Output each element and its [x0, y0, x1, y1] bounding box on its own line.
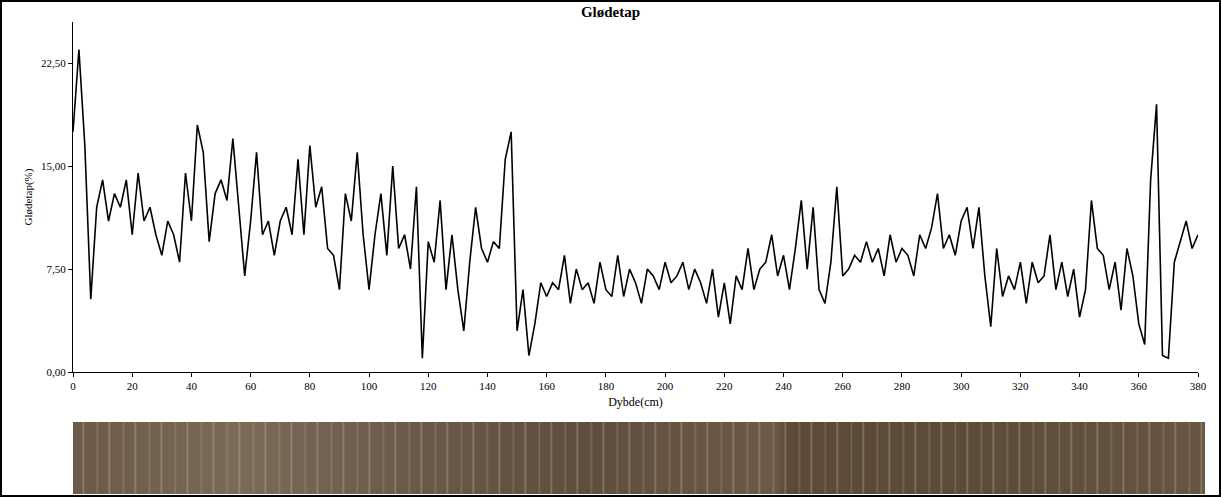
- svg-text:100: 100: [361, 380, 378, 392]
- svg-text:200: 200: [657, 380, 674, 392]
- svg-text:180: 180: [598, 380, 615, 392]
- svg-text:160: 160: [538, 380, 555, 392]
- svg-text:340: 340: [1071, 380, 1088, 392]
- svg-text:140: 140: [479, 380, 496, 392]
- svg-text:0,00: 0,00: [47, 366, 67, 378]
- svg-text:120: 120: [420, 380, 437, 392]
- svg-text:0: 0: [70, 380, 76, 392]
- svg-text:Glødetap(%): Glødetap(%): [22, 168, 35, 225]
- svg-text:20: 20: [127, 380, 139, 392]
- svg-text:22,50: 22,50: [41, 57, 66, 69]
- svg-text:380: 380: [1190, 380, 1207, 392]
- svg-text:220: 220: [716, 380, 733, 392]
- svg-text:280: 280: [894, 380, 911, 392]
- svg-text:300: 300: [953, 380, 970, 392]
- svg-text:320: 320: [1012, 380, 1029, 392]
- svg-text:Dybde(cm): Dybde(cm): [608, 395, 663, 409]
- svg-text:260: 260: [834, 380, 851, 392]
- svg-text:Glødetap: Glødetap: [581, 4, 640, 20]
- svg-text:360: 360: [1131, 380, 1148, 392]
- svg-text:80: 80: [304, 380, 316, 392]
- svg-text:240: 240: [775, 380, 792, 392]
- svg-text:60: 60: [245, 380, 257, 392]
- svg-text:40: 40: [186, 380, 198, 392]
- svg-text:7,50: 7,50: [47, 263, 67, 275]
- svg-text:15,00: 15,00: [41, 160, 66, 172]
